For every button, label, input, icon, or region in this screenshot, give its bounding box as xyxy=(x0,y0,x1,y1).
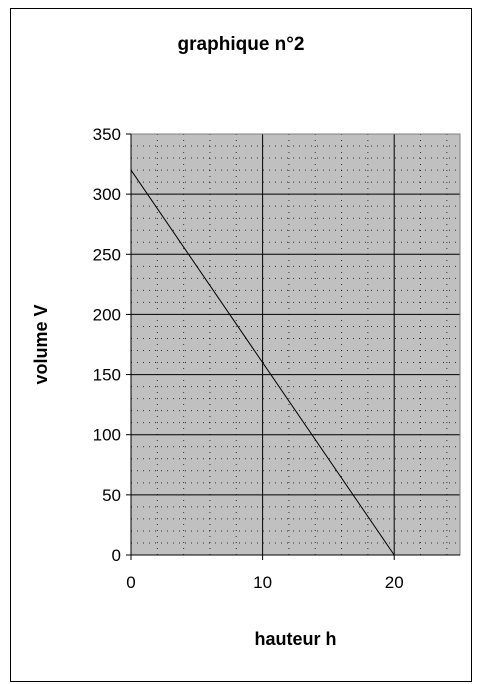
series-layer xyxy=(130,169,395,556)
y-tick-label: 350 xyxy=(93,125,121,144)
y-tick-label: 200 xyxy=(93,305,121,324)
x-tick-labels: 0 10 20 xyxy=(126,573,403,592)
chart-title: graphique n°2 xyxy=(177,34,305,55)
y-tick-label: 300 xyxy=(93,185,121,204)
axes xyxy=(126,133,460,560)
x-tick-label: 10 xyxy=(253,573,272,592)
x-tick-label: 20 xyxy=(385,573,404,592)
y-tick-label: 100 xyxy=(93,426,121,445)
y-tick-label: 150 xyxy=(93,366,121,385)
y-axis-title: volume V xyxy=(31,304,51,384)
minor-grid xyxy=(131,134,460,555)
plot-area xyxy=(131,134,460,555)
y-tick-label: 250 xyxy=(93,245,121,264)
y-tick-label: 0 xyxy=(112,546,121,565)
x-tick-label: 0 xyxy=(126,573,135,592)
y-tick-labels: 0 50 100 150 200 250 300 350 xyxy=(93,125,121,565)
y-tick-label: 50 xyxy=(102,486,121,505)
x-axis-title: hauteur h xyxy=(254,629,336,649)
series-line xyxy=(130,169,395,556)
